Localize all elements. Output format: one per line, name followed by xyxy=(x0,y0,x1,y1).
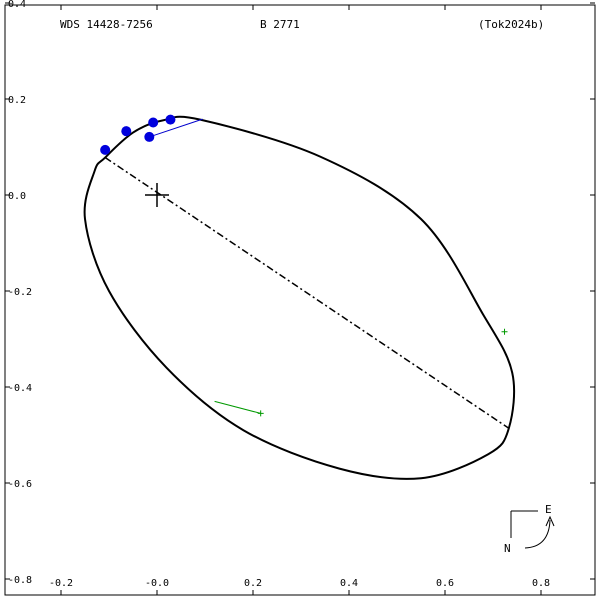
reference-label: (Tok2024b) xyxy=(478,18,544,31)
y-tick-label: -0.8 xyxy=(8,575,32,586)
compass-arrowhead xyxy=(545,515,555,527)
y-tick-label: -0.6 xyxy=(8,479,32,490)
x-tick-label: -0.2 xyxy=(49,578,73,589)
primary-star-marker xyxy=(145,183,169,207)
y-tick-label: 0.4 xyxy=(8,0,26,10)
y-tick-label: -0.2 xyxy=(8,287,32,298)
observation-point-blue xyxy=(100,144,111,155)
compass-axes xyxy=(510,510,538,538)
x-tick-label: -0.0 xyxy=(145,578,169,589)
x-tick-label: 0.8 xyxy=(532,578,550,589)
orbit-ellipse xyxy=(83,115,516,480)
compass-north-label: N xyxy=(504,542,511,555)
line-of-apsides xyxy=(104,156,510,429)
y-tick-label: 0.0 xyxy=(8,191,26,202)
y-tick-label: 0.2 xyxy=(8,95,26,106)
observation-point-blue xyxy=(144,131,155,142)
observation-point-blue xyxy=(121,126,132,137)
x-tick-label: 0.4 xyxy=(340,578,358,589)
y-tick-label: -0.4 xyxy=(8,383,32,394)
compass-arrow xyxy=(524,519,551,549)
observation-point-blue xyxy=(165,114,176,125)
x-tick-label: 0.2 xyxy=(244,578,262,589)
compass-east-label: E xyxy=(545,503,552,516)
wds-label: WDS 14428-7256 xyxy=(60,18,153,31)
discoverer-label: B 2771 xyxy=(260,18,300,31)
compass: E N xyxy=(504,503,555,555)
observation-point-green xyxy=(257,410,264,417)
residual-line-green xyxy=(214,400,261,414)
plot-frame xyxy=(4,4,596,596)
observation-point-blue xyxy=(148,117,159,128)
residual-line-blue xyxy=(149,118,203,138)
x-tick-label: 0.6 xyxy=(436,578,454,589)
observation-point-green xyxy=(501,328,508,335)
